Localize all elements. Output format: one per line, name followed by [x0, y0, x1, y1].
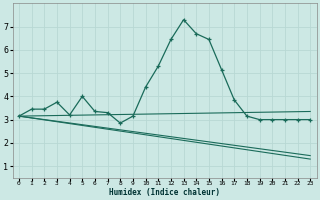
X-axis label: Humidex (Indice chaleur): Humidex (Indice chaleur) [109, 188, 220, 197]
